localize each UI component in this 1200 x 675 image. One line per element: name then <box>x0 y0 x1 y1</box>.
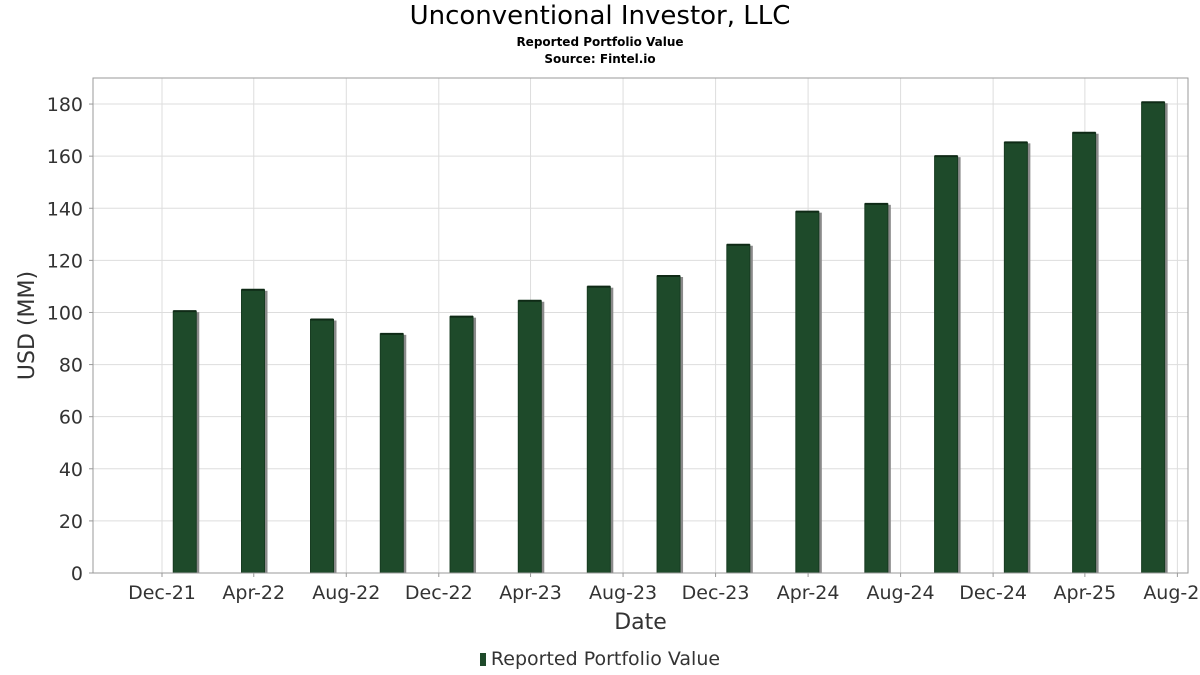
bar <box>517 300 542 574</box>
x-tick-label: Dec-21 <box>128 582 196 604</box>
bar <box>726 244 751 574</box>
y-tick-label: 80 <box>59 355 83 377</box>
bar <box>795 211 820 574</box>
bar <box>172 310 197 574</box>
bar <box>241 289 266 574</box>
bar <box>379 333 404 574</box>
chart-title: Unconventional Investor, LLC <box>409 1 791 31</box>
bar <box>1072 132 1097 574</box>
x-tick-label: Aug-23 <box>589 582 657 604</box>
bar <box>1003 141 1028 574</box>
bar <box>934 155 959 574</box>
x-tick-label: Aug-25 <box>1143 582 1200 604</box>
y-tick-label: 180 <box>47 94 83 116</box>
x-tick-label: Aug-24 <box>867 582 935 604</box>
x-tick-label: Apr-23 <box>499 582 562 604</box>
x-tick-label: Dec-22 <box>405 582 473 604</box>
x-tick-label: Dec-24 <box>959 582 1027 604</box>
x-axis-ticks: Dec-21 Apr-22 Aug-22 Dec-22 Apr-23 Aug-23 Dec-… <box>128 573 1200 604</box>
y-tick-label: 140 <box>47 198 83 220</box>
x-tick-label: Apr-24 <box>777 582 840 604</box>
y-tick-label: 120 <box>47 250 83 272</box>
y-axis-ticks: 0 20 40 60 80 100 120 140 160 180 <box>47 94 93 585</box>
y-tick-label: 0 <box>71 563 83 585</box>
x-axis-label: Date <box>614 610 667 635</box>
y-tick-label: 160 <box>47 146 83 168</box>
y-tick-label: 60 <box>59 407 83 429</box>
bar <box>310 319 335 574</box>
bar <box>449 316 474 574</box>
plot-frame <box>92 77 1189 574</box>
bar <box>864 203 889 574</box>
legend-label: Reported Portfolio Value <box>490 648 721 670</box>
y-tick-label: 100 <box>47 302 83 324</box>
bars <box>172 101 1168 574</box>
bar <box>656 275 681 574</box>
y-tick-label: 40 <box>59 459 83 481</box>
chart-source: Source: Fintel.io <box>544 52 656 66</box>
chart-subtitle: Reported Portfolio Value <box>516 35 684 49</box>
y-tick-label: 20 <box>59 511 83 533</box>
x-tick-label: Apr-25 <box>1054 582 1117 604</box>
x-tick-label: Apr-22 <box>222 582 285 604</box>
x-tick-label: Dec-23 <box>682 582 750 604</box>
legend-swatch <box>479 653 486 666</box>
bar <box>586 286 611 574</box>
legend: Reported Portfolio Value <box>0 648 1200 670</box>
bar <box>1141 101 1166 574</box>
y-axis-label: USD (MM) <box>15 271 40 380</box>
x-tick-label: Aug-22 <box>312 582 380 604</box>
